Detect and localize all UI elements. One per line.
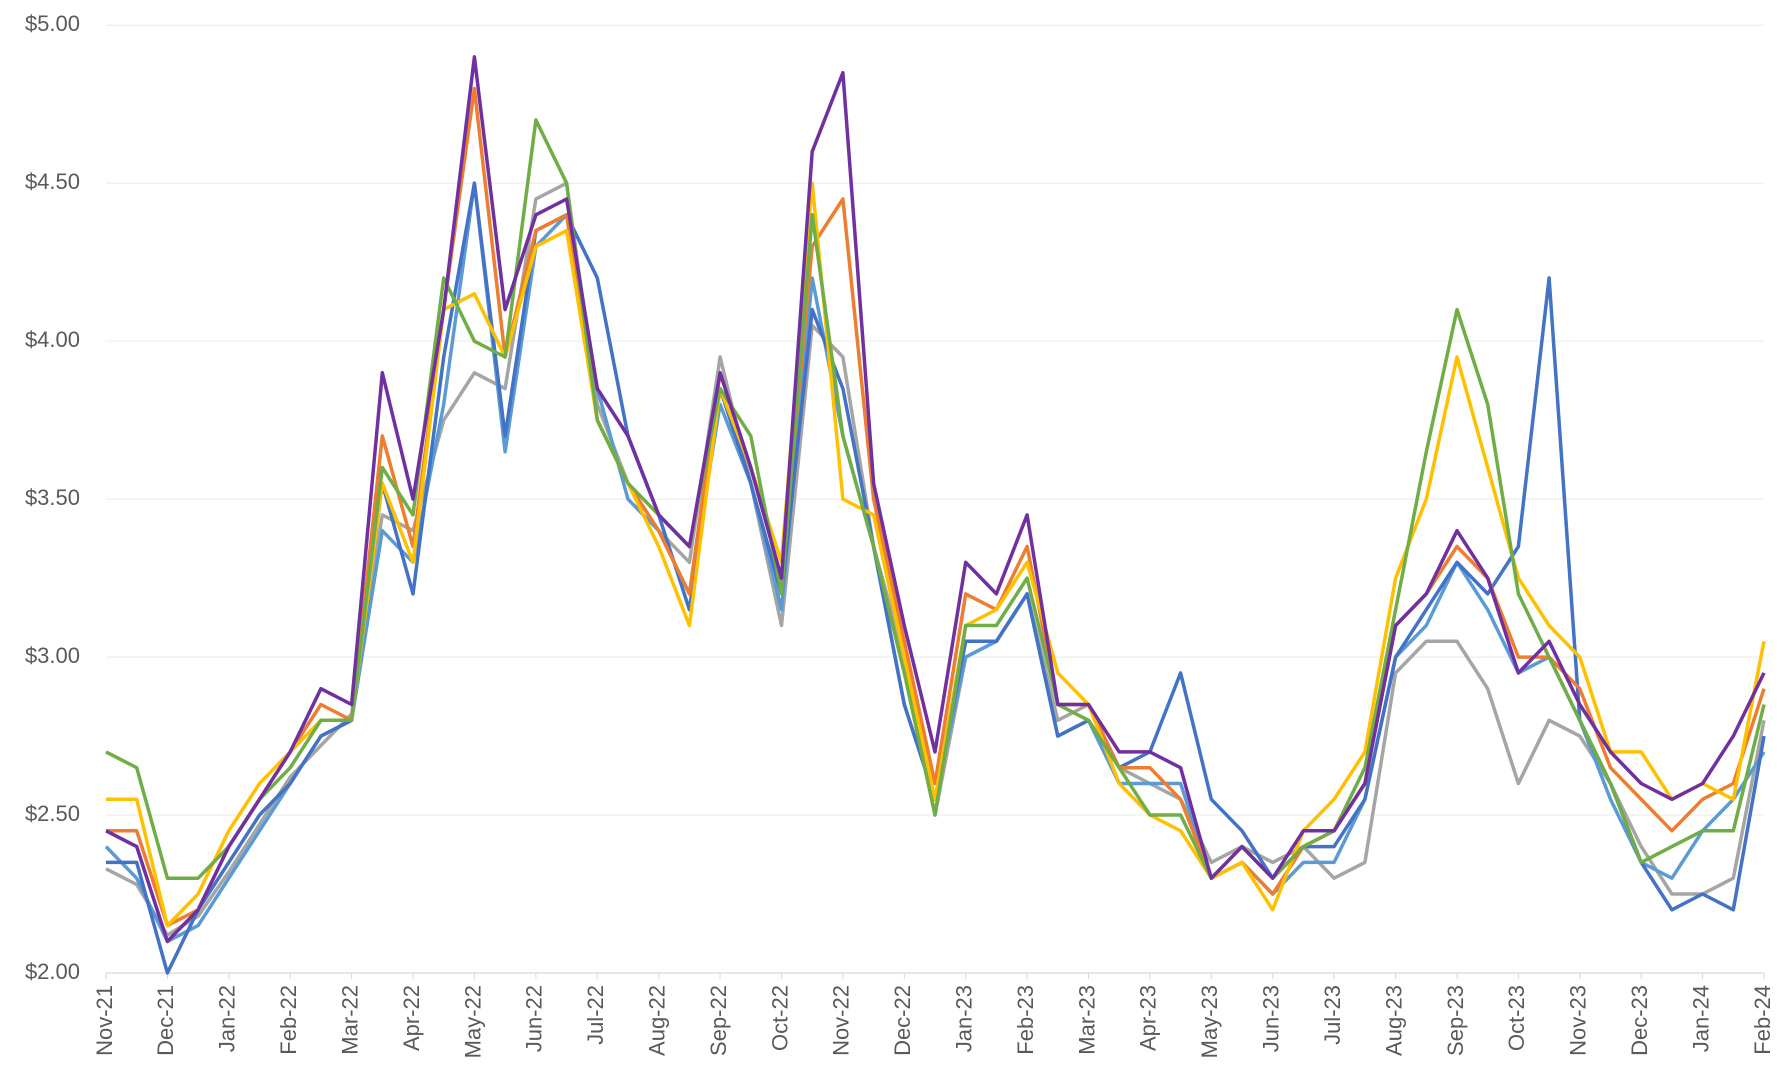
y-tick-label: $3.50 [25,485,80,510]
x-tick-label: Sep-23 [1443,985,1468,1056]
x-tick-label: Nov-21 [92,985,117,1056]
y-tick-label: $2.50 [25,801,80,826]
y-tick-label: $2.00 [25,959,80,984]
x-tick-label: Nov-22 [829,985,854,1056]
series-line [105,118,1766,880]
x-tick-label: May-22 [460,985,485,1058]
series-line [105,55,1766,944]
x-tick-label: Feb-22 [276,985,301,1055]
x-tick-label: Sep-22 [706,985,731,1056]
x-tick-label: Dec-23 [1627,985,1652,1056]
x-tick-label: Jan-23 [952,985,977,1052]
x-tick-label: Dec-22 [890,985,915,1056]
x-tick-label: Mar-22 [337,985,362,1055]
x-tick-label: Feb-24 [1750,985,1775,1055]
y-tick-label: $4.50 [25,169,80,194]
series-line [105,181,1766,937]
y-tick-label: $4.00 [25,327,80,352]
x-tick-label: Jan-22 [215,985,240,1052]
x-tick-label: Jul-22 [583,985,608,1045]
x-tick-label: Feb-23 [1013,985,1038,1055]
x-tick-label: May-23 [1197,985,1222,1058]
x-tick-label: Oct-22 [767,985,792,1051]
x-tick-label: Aug-23 [1381,985,1406,1056]
x-tick-label: Jan-24 [1688,985,1713,1052]
x-tick-label: Apr-22 [399,985,424,1051]
x-tick-label: Jul-23 [1320,985,1345,1045]
y-tick-label: $3.00 [25,643,80,668]
x-tick-label: Oct-23 [1504,985,1529,1051]
x-tick-label: Jun-22 [522,985,547,1052]
y-tick-label: $5.00 [25,11,80,36]
x-tick-label: Mar-23 [1074,985,1099,1055]
x-tick-label: Jun-23 [1259,985,1284,1052]
x-tick-label: Dec-21 [153,985,178,1056]
x-tick-label: Apr-23 [1136,985,1161,1051]
x-tick-label: Nov-23 [1566,985,1591,1056]
series-line [106,181,1766,928]
x-tick-label: Aug-22 [644,985,669,1056]
